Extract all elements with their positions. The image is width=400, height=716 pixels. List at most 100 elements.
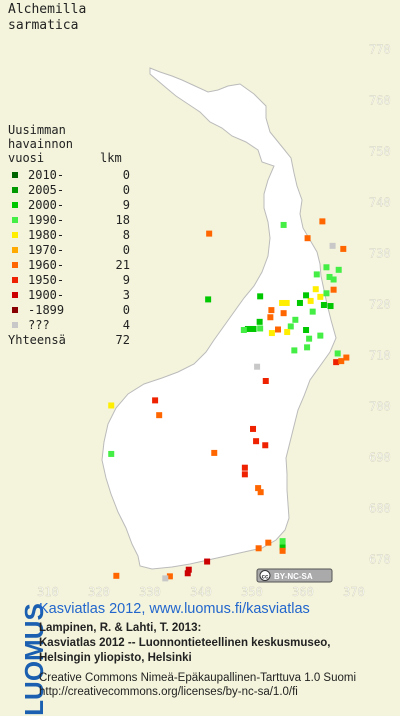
occurrence-marker [250,425,257,432]
legend-row: 1960- 21 [8,258,130,273]
occurrence-marker [268,307,275,314]
occurrence-marker [312,286,319,293]
legend-row: 1900- 3 [8,288,130,303]
x-tick-label: 330 [139,585,161,599]
occurrence-marker [241,471,248,478]
occurrence-marker [319,218,326,225]
legend-total-row: Yhteensä 72 [8,333,130,348]
occurrence-marker [323,264,330,271]
occurrence-marker [257,489,264,496]
legend-row: 2010- 0 [8,168,130,183]
occurrence-marker [166,573,173,580]
legend: Uusimman havainnon vuosi lkm 2010- 0 2005-… [8,123,130,348]
legend-row: 1980- 8 [8,228,130,243]
species-name-line-1: Alchemilla [8,2,87,17]
x-tick-label: 310 [37,585,59,599]
occurrence-marker [162,575,169,582]
occurrence-marker [275,326,282,333]
occurrence-marker [262,378,269,384]
legend-total-label: Yhteensä [8,333,66,347]
x-tick-label: 350 [241,585,263,599]
legend-period-label: 2005- [28,183,65,197]
occurrence-marker [205,296,212,303]
legend-period-label: -1899 [28,303,65,317]
occurrence-marker [255,485,262,492]
occurrence-marker [333,359,340,366]
legend-period-count: 18 [115,213,130,227]
occurrence-marker [343,354,350,361]
occurrence-marker [326,273,333,280]
occurrence-marker [304,344,311,351]
legend-swatch [12,277,18,283]
occurrence-marker [279,538,286,545]
occurrence-marker [268,330,275,337]
occurrence-marker [317,332,324,339]
x-tick-label: 360 [292,585,314,599]
legend-period-label: 1960- [28,258,65,272]
occurrence-marker [320,302,327,309]
occurrence-marker [206,230,213,237]
occurrence-marker [340,245,347,252]
citation-line-3: Helsingin yliopisto, Helsinki [39,652,192,664]
x-tick-label: 320 [88,585,110,599]
y-tick-label: 720 [369,298,391,312]
occurrence-marker [253,438,260,445]
citation-line-2: Kasviatlas 2012 -- Luonnontieteellinen k… [39,637,331,649]
legend-swatch [12,172,18,178]
y-tick-label: 680 [369,502,391,516]
species-name-line-2: sarmatica [8,18,79,33]
y-tick-label: 690 [369,451,391,465]
occurrence-marker [241,464,248,471]
occurrence-marker [156,412,163,419]
license-link[interactable]: http://creativecommons.org/licenses/by-n… [39,686,298,698]
occurrence-marker [255,545,262,552]
occurrence-marker [304,235,311,242]
y-tick-label: 730 [369,247,391,261]
occurrence-marker [113,572,120,579]
legend-swatch [12,322,18,328]
occurrence-marker [257,293,264,300]
legend-period-label: 1900- [28,288,65,302]
occurrence-marker [283,299,290,306]
kasviatlas-link[interactable]: Kasviatlas 2012, www.luomus.fi/kasviatla… [39,601,310,617]
license-badge[interactable]: cc BY-NC-SA [256,568,333,583]
legend-header-year: vuosi [8,151,45,165]
legend-header-3: vuosi lkm [8,151,122,165]
occurrence-marker [184,570,191,577]
legend-period-count: 8 [122,228,130,242]
occurrence-marker [250,325,257,332]
legend-period-count: 9 [122,198,130,212]
occurrence-marker [327,303,334,310]
occurrence-marker [303,292,310,299]
occurrence-marker [279,299,286,306]
legend-swatch [12,292,18,298]
y-tick-label: 740 [369,196,391,210]
legend-row: 1970- 0 [8,243,130,258]
legend-period-label: 2010- [28,168,65,182]
license-line-1: Creative Commons Nimeä-Epäkaupallinen-Ta… [39,672,357,684]
legend-header-count: lkm [100,151,122,165]
legend-row: 1950- 9 [8,273,130,288]
occurrence-marker [284,329,291,336]
legend-row: 2000- 9 [8,198,130,213]
legend-period-count: 3 [122,288,130,302]
occurrence-marker [335,266,342,273]
y-tick-label: 700 [369,400,391,414]
legend-period-count: 0 [122,303,130,317]
occurrence-marker [211,449,218,456]
occurrence-marker [338,358,345,365]
occurrence-marker [309,308,316,315]
legend-period-count: 0 [122,183,130,197]
occurrence-marker [296,299,303,306]
x-tick-label: 370 [343,585,365,599]
occurrence-marker [280,221,287,228]
occurrence-marker [329,242,336,249]
occurrence-marker [307,297,314,304]
svg-text:cc: cc [262,575,269,581]
x-tick-label: 340 [190,585,212,599]
y-tick-label: 770 [369,43,391,57]
occurrence-marker [330,276,337,283]
legend-row: -1899 0 [8,303,130,318]
occurrence-marker [256,318,263,325]
